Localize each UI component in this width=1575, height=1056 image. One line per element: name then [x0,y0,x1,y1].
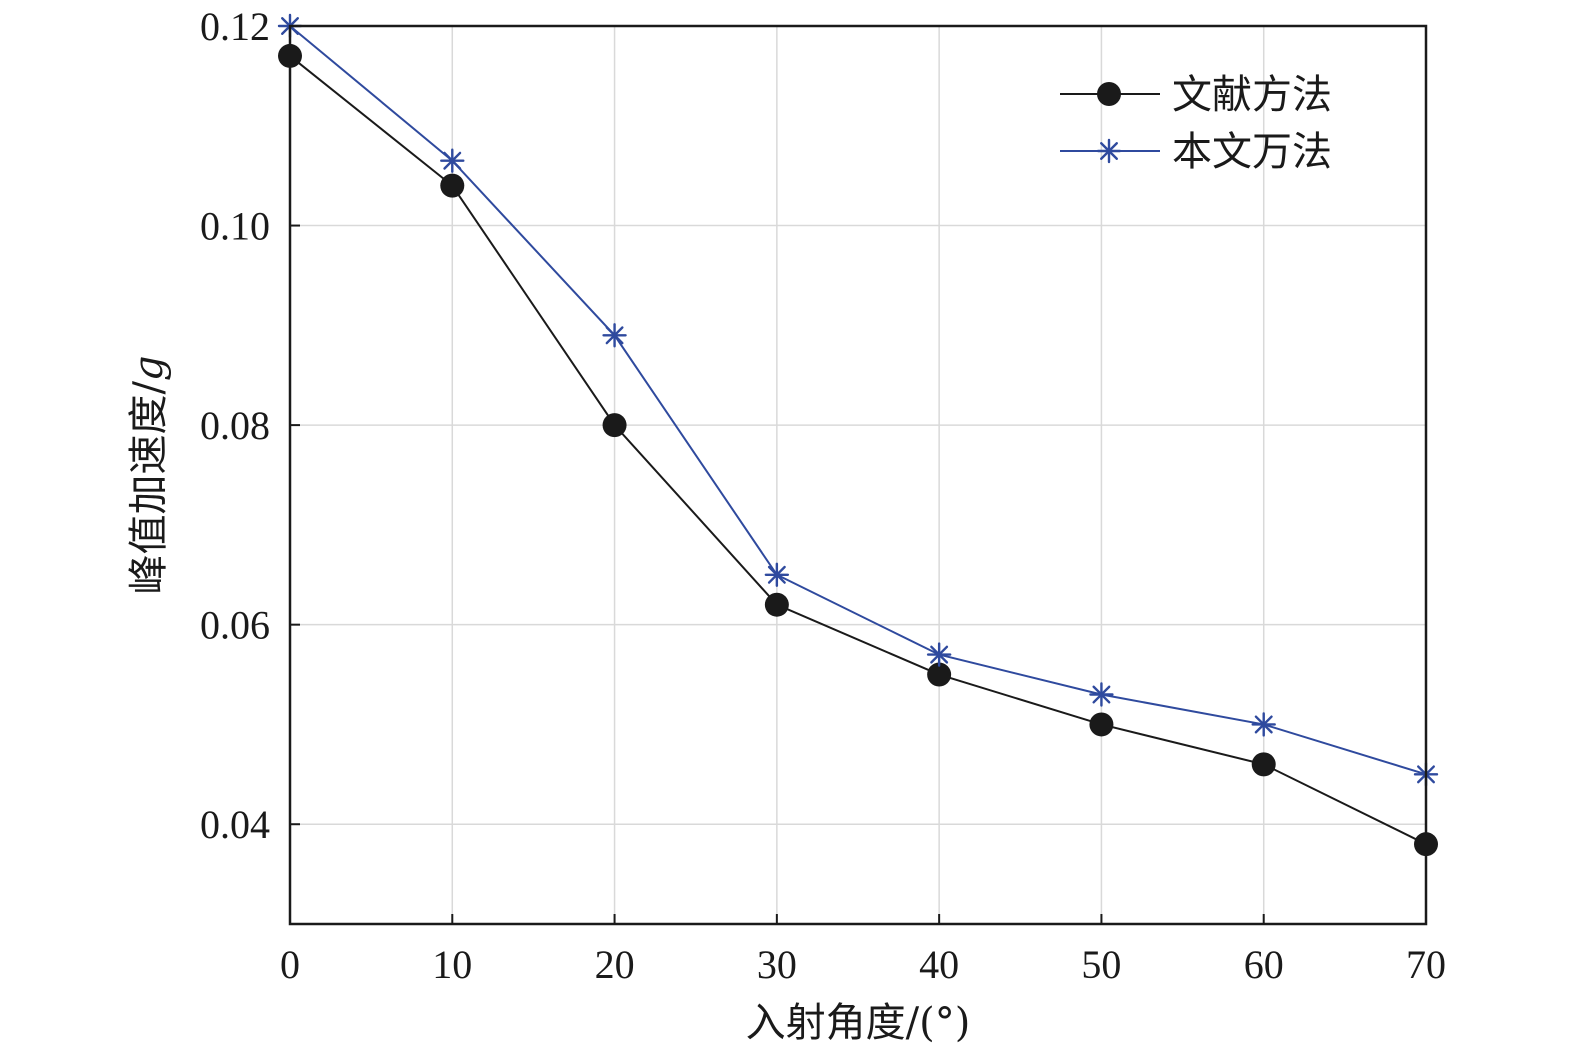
data-point [1089,712,1114,737]
y-tick-label: 0.08 [200,403,270,448]
series-line [289,25,1427,776]
legend-label: 文献方法 [1172,72,1332,118]
x-tick-label: 40 [919,942,959,987]
y-tick-label: 0.04 [200,802,270,847]
legend-item: 文献方法 [1060,72,1332,118]
data-point [1089,682,1114,707]
y-axis-title-text: 峰值加速度/ [126,381,172,595]
legend-marker [1097,82,1121,106]
x-tick-label: 0 [280,942,300,987]
y-axis-title: 峰值加速度/g [126,355,172,594]
legend-label: 本文万法 [1172,129,1332,175]
y-tick-label: 0.06 [200,603,270,648]
series-line [289,55,1427,846]
x-tick-label: 20 [595,942,635,987]
x-tick-label: 70 [1406,942,1446,987]
plot-frame [288,24,1428,926]
x-tick-label: 60 [1244,942,1284,987]
data-point [926,642,952,667]
data-point [440,148,465,173]
x-tick-label: 30 [757,942,797,987]
series-1 [278,43,1438,857]
x-tick-label: 10 [432,942,472,987]
data-point [1251,712,1276,737]
data-point [927,662,952,687]
y-tick-label: 0.10 [200,204,270,249]
data-point [1251,752,1276,777]
series-layer [277,13,1439,857]
data-point [602,323,627,348]
data-point [440,173,465,198]
series-2 [277,13,1439,787]
legend-item: 本文万法 [1060,129,1332,175]
y-axis-title-unit: g [126,355,172,381]
data-point [602,413,627,438]
x-tick-label: 50 [1081,942,1121,987]
tick-layer: 0 10 20 30 40 50 60 70 0.04 0.06 0.08 0.10 0.12 [200,4,1446,987]
x-axis-title: 入射角度/(°) [746,1000,971,1046]
legend-marker [1096,138,1122,164]
y-tick-label: 0.12 [200,4,270,49]
data-point [764,562,790,587]
data-point [764,592,789,617]
